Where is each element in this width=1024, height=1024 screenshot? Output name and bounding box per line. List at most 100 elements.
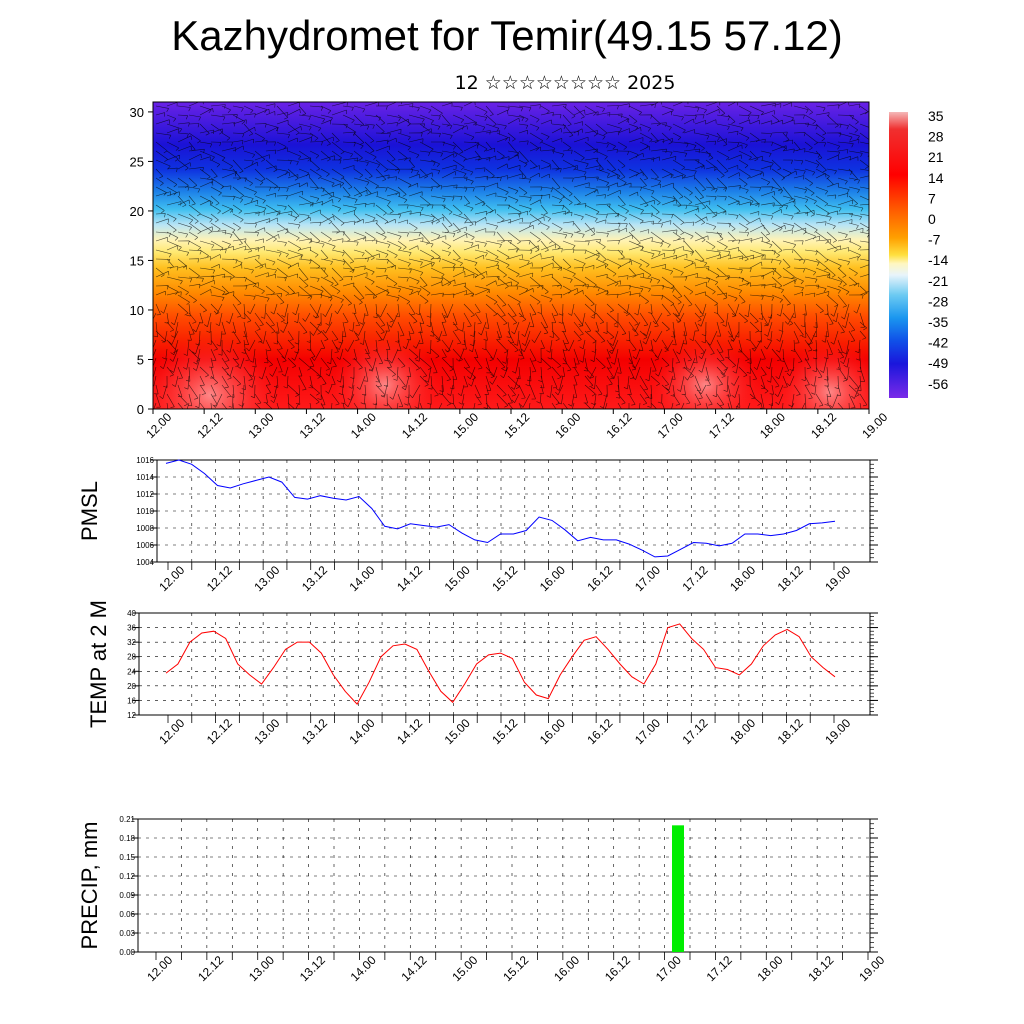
colorbar-label: 14 xyxy=(928,170,944,186)
x-tick-label: 12.00 xyxy=(144,953,175,984)
x-tick-label: 18.12 xyxy=(808,410,839,441)
x-tick-label: 15.12 xyxy=(489,563,520,594)
x-tick-label: 16.12 xyxy=(604,410,635,441)
y-tick-label: 1012 xyxy=(136,490,154,499)
warm-core xyxy=(330,335,440,409)
temp-panel: 40 36 32 28 24 20 16 12 12.00 12.12 13.00 13.12 14.0… xyxy=(86,600,878,747)
y-tick-label: 20 xyxy=(130,204,144,219)
y-tick-label: 0.00 xyxy=(119,948,135,957)
x-tick-label: 17.12 xyxy=(680,716,711,747)
x-tick-label: 18.12 xyxy=(805,953,836,984)
y-tick-label: 0.18 xyxy=(119,834,135,843)
y-tick-label: 32 xyxy=(127,638,136,647)
colorbar-label: -28 xyxy=(928,293,948,309)
x-tick-label: 19.00 xyxy=(822,716,853,747)
pmsl-series-line xyxy=(165,459,836,558)
y-tick-label: 15 xyxy=(130,253,144,268)
x-tick-label: 13.12 xyxy=(297,953,328,984)
y-tick-label: 0.12 xyxy=(119,872,135,881)
x-tick-label: 13.00 xyxy=(251,716,282,747)
wind-barb-strokes xyxy=(153,102,869,409)
x-tick-label: 12.00 xyxy=(143,410,174,441)
y-axis-title: TEMP at 2 M xyxy=(86,600,111,728)
y-tick-label: 10 xyxy=(130,303,144,318)
x-tick-label: 17.00 xyxy=(653,953,684,984)
colorbar-label: -42 xyxy=(928,335,948,351)
x-tick-label: 18.00 xyxy=(727,716,758,747)
colorbar-label: -7 xyxy=(928,232,941,248)
temp-panel-frame xyxy=(138,612,871,716)
y-tick-label: 1004 xyxy=(136,558,154,567)
x-tick-label: 12.00 xyxy=(156,716,187,747)
x-tick-label: 14.12 xyxy=(399,410,430,441)
colorbar-label: 0 xyxy=(928,211,936,227)
colorbar-label: -56 xyxy=(928,376,948,392)
y-tick-label: 30 xyxy=(130,105,144,120)
y-tick-label: 0.21 xyxy=(119,815,135,824)
x-tick-label: 15.00 xyxy=(442,716,473,747)
colorbar-label: -14 xyxy=(928,252,948,268)
x-tick-label: 18.12 xyxy=(775,716,806,747)
y-tick-label: 0.15 xyxy=(119,853,135,862)
precip-bar xyxy=(672,825,684,952)
x-tick-label: 12.12 xyxy=(204,716,235,747)
x-tick-label: 17.00 xyxy=(632,563,663,594)
x-tick-label: 14.12 xyxy=(394,716,425,747)
y-tick-label: 1014 xyxy=(136,473,154,482)
y-tick-label: 16 xyxy=(127,696,136,705)
colorbar-label: -21 xyxy=(928,273,948,289)
chart-subtitle: 12 ☆☆☆☆☆☆☆☆ 2025 xyxy=(454,72,676,94)
x-tick-label: 15.00 xyxy=(450,410,481,441)
precip-panel-frame xyxy=(137,818,871,953)
x-tick-label: 16.12 xyxy=(584,716,615,747)
y-tick-label: 0.06 xyxy=(119,910,135,919)
x-tick-label: 13.00 xyxy=(246,953,277,984)
y-tick-label: 40 xyxy=(127,609,136,618)
x-tick-label: 16.00 xyxy=(537,716,568,747)
x-tick-label: 15.00 xyxy=(442,563,473,594)
x-tick-label: 18.00 xyxy=(757,410,788,441)
x-tick-label: 14.12 xyxy=(394,563,425,594)
colorbar-scale xyxy=(889,112,908,398)
y-tick-label: 0.03 xyxy=(119,929,135,938)
x-tick-label: 17.12 xyxy=(680,563,711,594)
warm-core xyxy=(153,335,280,409)
colorbar-label: 35 xyxy=(928,108,944,124)
x-tick-label: 15.12 xyxy=(500,953,531,984)
x-tick-label: 14.00 xyxy=(348,953,379,984)
x-tick-label: 17.00 xyxy=(655,410,686,441)
x-tick-label: 14.00 xyxy=(347,716,378,747)
x-tick-label: 19.00 xyxy=(859,410,890,441)
x-tick-label: 14.00 xyxy=(347,563,378,594)
y-tick-label: 0.09 xyxy=(119,891,135,900)
x-tick-label: 15.12 xyxy=(501,410,532,441)
y-axis-title: PRECIP, mm xyxy=(77,822,102,950)
x-tick-label: 13.00 xyxy=(246,410,277,441)
x-tick-label: 13.12 xyxy=(299,563,330,594)
wind-barbs xyxy=(153,102,869,409)
colorbar-label: -49 xyxy=(928,355,948,371)
x-tick-label: 18.12 xyxy=(775,563,806,594)
x-tick-label: 17.00 xyxy=(632,716,663,747)
y-tick-label: 0 xyxy=(137,402,144,417)
colorbar-label: 21 xyxy=(928,149,944,165)
x-tick-label: 19.00 xyxy=(822,563,853,594)
x-tick-label: 16.00 xyxy=(537,563,568,594)
x-tick-label: 13.12 xyxy=(299,716,330,747)
x-tick-label: 16.12 xyxy=(584,563,615,594)
colorbar-label: 7 xyxy=(928,190,936,206)
x-tick-label: 13.12 xyxy=(297,410,328,441)
y-tick-label: 1010 xyxy=(136,507,154,516)
warm-core xyxy=(650,340,760,409)
x-tick-label: 16.00 xyxy=(551,953,582,984)
colorbar-label: 28 xyxy=(928,129,944,145)
y-tick-label: 28 xyxy=(127,653,136,662)
colorbar: 35 28 21 14 7 0 -7 -14 -21 -28 -35 -42 -49 -56 xyxy=(889,108,948,398)
temp-series-line xyxy=(165,623,836,705)
cross-section-panel: 0 5 10 15 20 25 30 12.00 12.12 13.00 13.12 14.00 14.… xyxy=(130,101,948,441)
y-tick-label: 25 xyxy=(130,154,144,169)
y-tick-label: 24 xyxy=(127,667,136,676)
x-tick-label: 15.12 xyxy=(489,716,520,747)
